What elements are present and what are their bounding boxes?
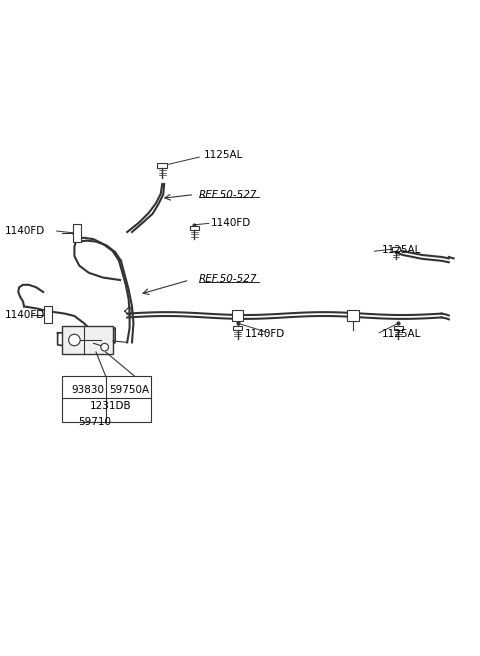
Bar	[232, 310, 243, 321]
Bar	[233, 326, 242, 330]
Text: 1231DB: 1231DB	[90, 401, 132, 411]
Text: 1140FD: 1140FD	[211, 218, 252, 228]
Bar	[62, 376, 151, 422]
Text: 59750A: 59750A	[109, 385, 150, 396]
Bar	[44, 306, 52, 323]
Text: REF.50-527: REF.50-527	[199, 274, 258, 284]
Bar	[347, 310, 359, 321]
Text: 1125AL: 1125AL	[382, 245, 421, 255]
Bar	[73, 224, 81, 241]
Bar	[394, 326, 403, 330]
Text: 93830: 93830	[71, 385, 104, 396]
Circle shape	[101, 343, 108, 351]
Text: REF.50-527: REF.50-527	[199, 190, 258, 199]
Bar	[392, 247, 400, 251]
Circle shape	[69, 335, 80, 346]
Text: 1125AL: 1125AL	[204, 150, 243, 160]
Text: 1125AL: 1125AL	[382, 329, 421, 338]
Text: 1140FD: 1140FD	[5, 226, 45, 236]
Bar	[190, 226, 199, 230]
Text: 1140FD: 1140FD	[245, 329, 285, 338]
Bar	[157, 163, 167, 168]
Bar	[62, 325, 113, 354]
Text: 1140FD: 1140FD	[5, 310, 45, 319]
Text: 59710: 59710	[78, 417, 111, 426]
